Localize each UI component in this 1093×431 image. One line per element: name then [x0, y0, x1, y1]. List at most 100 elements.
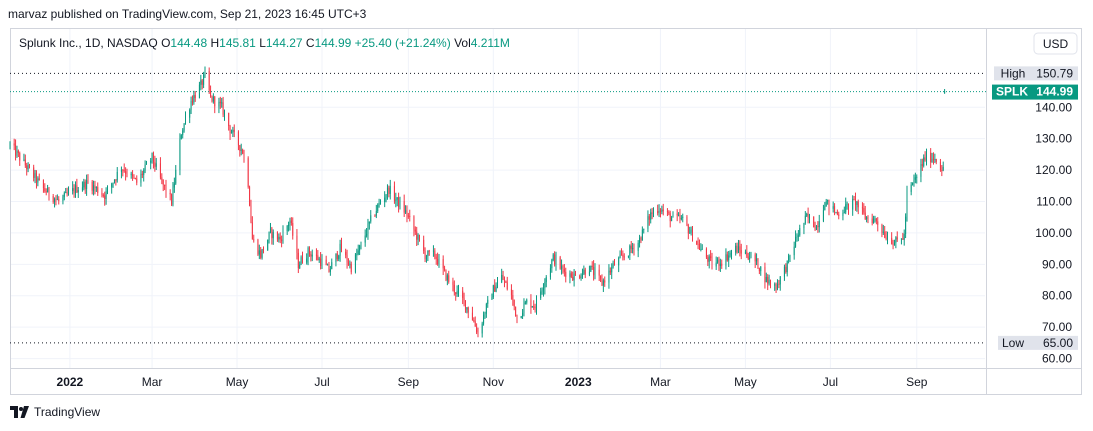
candle [198, 81, 200, 99]
candle-body [83, 181, 85, 188]
candle [150, 158, 152, 170]
candle [708, 254, 710, 269]
legend-symbol: Splunk Inc., 1D, NASDAQ [19, 36, 158, 50]
candle-body [306, 258, 308, 263]
candle [912, 182, 914, 186]
candle [756, 253, 758, 266]
candle [306, 253, 308, 265]
candle-body [336, 253, 338, 259]
candle [619, 250, 621, 259]
candle [269, 222, 271, 234]
candle-body [639, 237, 641, 243]
candle-body [793, 246, 795, 256]
candle [159, 157, 161, 180]
candle [221, 97, 223, 108]
candle-body [861, 207, 863, 209]
x-tick-label: Sep [906, 375, 928, 389]
candle-body [834, 206, 836, 213]
candle-body [534, 306, 536, 309]
candle [895, 236, 897, 249]
candle-body [614, 263, 615, 266]
candle [169, 189, 171, 201]
candle-body [290, 220, 292, 224]
candle [795, 230, 797, 248]
legend-close-label: C [305, 36, 315, 50]
candle-body [23, 159, 25, 161]
candle-body [729, 252, 731, 256]
candle [789, 254, 791, 262]
candle [824, 201, 826, 211]
candle-body [632, 247, 634, 249]
candle-body [725, 254, 727, 266]
candle-body [91, 181, 93, 191]
candle [73, 184, 75, 198]
candle-body [885, 237, 887, 240]
candle-body [944, 91, 946, 94]
candle [48, 186, 50, 201]
candle [565, 267, 567, 283]
candle [336, 250, 338, 262]
candle-body [942, 166, 944, 171]
candle-body [359, 245, 361, 251]
candle [506, 276, 508, 291]
candle [643, 228, 645, 234]
candle-body [339, 243, 341, 256]
candle-body [501, 274, 503, 283]
candle-body [204, 71, 206, 75]
candle [13, 138, 15, 151]
candle-body [260, 250, 262, 258]
candle-body [533, 306, 535, 308]
candle [388, 185, 390, 198]
currency-button[interactable] [1033, 32, 1078, 55]
candle-body [778, 283, 780, 285]
candle-body [718, 259, 720, 266]
footer-brand[interactable]: TradingView [10, 405, 100, 419]
candle-body [308, 247, 310, 254]
candle-body [764, 266, 766, 283]
candle [707, 254, 709, 267]
candle-body [775, 284, 777, 290]
candle-body [258, 250, 260, 255]
candle [463, 292, 465, 307]
candle [853, 196, 855, 201]
candle-body [643, 228, 645, 230]
candle-body [221, 102, 223, 104]
candle-body [33, 167, 35, 178]
candle-body [619, 254, 621, 258]
candle-body [282, 231, 284, 242]
candle [395, 192, 397, 208]
candle [838, 211, 840, 220]
candle [848, 203, 849, 215]
candle-body [856, 201, 858, 205]
candle [258, 244, 260, 260]
candle-body [48, 187, 50, 197]
candle [229, 124, 231, 140]
candle [887, 231, 888, 245]
candle-body [159, 163, 161, 178]
candle [809, 213, 810, 224]
candle [729, 250, 731, 258]
candle-body [758, 268, 760, 272]
candle [669, 210, 671, 228]
candle-body [877, 221, 879, 225]
candle [602, 278, 604, 292]
candle [101, 188, 103, 198]
candle-body [152, 152, 154, 163]
candle [551, 258, 553, 273]
candle-body [445, 269, 447, 281]
candle [814, 221, 816, 232]
candle [360, 241, 362, 250]
candle [935, 158, 937, 165]
candle-body [95, 187, 97, 189]
low-label-tag [998, 335, 1032, 350]
candle-body [370, 215, 372, 222]
candle-body [824, 206, 826, 211]
candle [672, 211, 674, 218]
candle [487, 296, 489, 308]
candle [237, 130, 239, 151]
candle-body [104, 195, 106, 200]
candle [579, 274, 581, 280]
candle [151, 152, 153, 164]
candle-body [126, 173, 128, 176]
